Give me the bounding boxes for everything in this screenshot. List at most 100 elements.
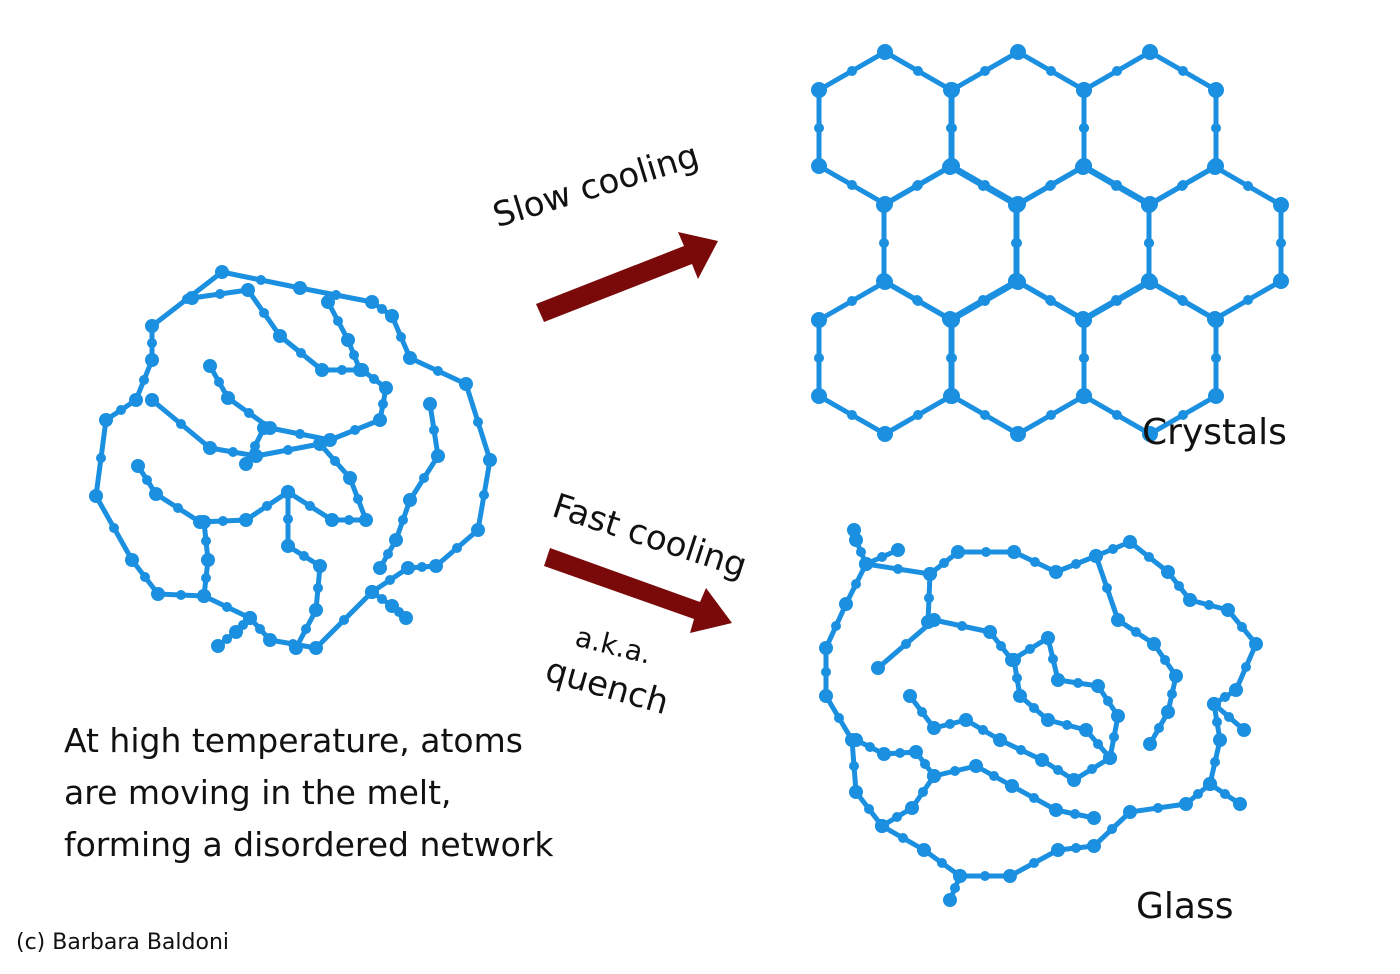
atom [847,523,861,537]
atom [452,543,462,553]
atom [957,621,967,631]
atom [917,843,931,857]
atom [983,625,997,639]
atom [365,295,379,309]
atom [811,388,827,404]
atom [229,625,243,639]
atom [147,338,157,348]
atom [1112,296,1122,306]
atom [942,159,958,175]
atom [1076,82,1092,98]
atom [939,558,949,568]
melt-caption: At high temperature, atoms are moving in… [64,715,554,871]
atom [1193,789,1203,799]
atom [849,733,863,747]
atom [1204,600,1214,610]
atom [959,713,973,727]
atom [185,291,199,305]
atom [1179,797,1193,811]
atom [1009,197,1025,213]
atom [325,513,339,527]
crystals-label: Crystals [1142,412,1287,453]
atom [1102,583,1112,593]
atom [1208,82,1224,98]
atom [1111,709,1125,723]
atom [847,180,857,190]
atom [1010,274,1026,290]
atom [898,833,908,843]
atom [989,771,999,781]
atom [1211,353,1221,363]
atom [1221,603,1235,617]
atom [315,363,329,377]
atom [1109,732,1119,742]
atom [1144,552,1154,562]
atom [993,733,1007,747]
atom [479,490,489,500]
atom [1087,764,1097,774]
atom [1053,765,1063,775]
slow-cooling-arrow [536,232,718,322]
fast-cooling-arrow [544,548,732,633]
atom [1177,181,1187,191]
atom [1224,712,1234,722]
atom [1112,66,1122,76]
atom [419,473,429,483]
atom [847,296,857,306]
atom [856,547,866,557]
atom [849,761,859,771]
atom [1237,622,1247,632]
atom [1049,565,1063,579]
atom [969,759,983,773]
atom [263,633,277,647]
atom [1249,637,1263,651]
atom [1142,426,1158,442]
atom [950,883,960,893]
atom [139,375,149,385]
atom [1107,824,1117,834]
atom [129,393,143,407]
atom [99,413,113,427]
atom [1046,66,1056,76]
atom [1241,662,1251,672]
atom [901,639,911,649]
atom [1016,745,1026,755]
atom [1029,793,1039,803]
atom [953,869,967,883]
atom [273,329,287,343]
atom [313,437,327,451]
atom [259,308,269,318]
atom [905,801,919,815]
atom [1153,803,1163,813]
atom [913,410,923,420]
atom [215,265,229,279]
atom [1123,535,1137,549]
atom [1108,544,1118,554]
atom [996,641,1006,651]
atom [814,123,824,133]
atom [203,359,217,373]
atom [1071,559,1081,569]
atom [473,417,483,427]
atom [1123,805,1137,819]
atom [913,296,923,306]
atom [920,759,930,769]
atom [1045,181,1055,191]
atom [201,573,211,583]
atom [1079,123,1089,133]
atom [1048,654,1058,664]
atom [1112,410,1122,420]
atom [1013,689,1027,703]
atom [937,858,947,868]
atom [140,572,150,582]
atom [1178,66,1188,76]
atom [293,281,307,295]
atom [1089,549,1103,563]
atom [201,553,215,567]
copyright-credit: (c) Barbara Baldoni [16,930,230,955]
caption-line-2: are moving in the melt, [64,773,452,812]
atom [1029,858,1039,868]
atom [1076,312,1092,328]
atom [296,348,306,358]
